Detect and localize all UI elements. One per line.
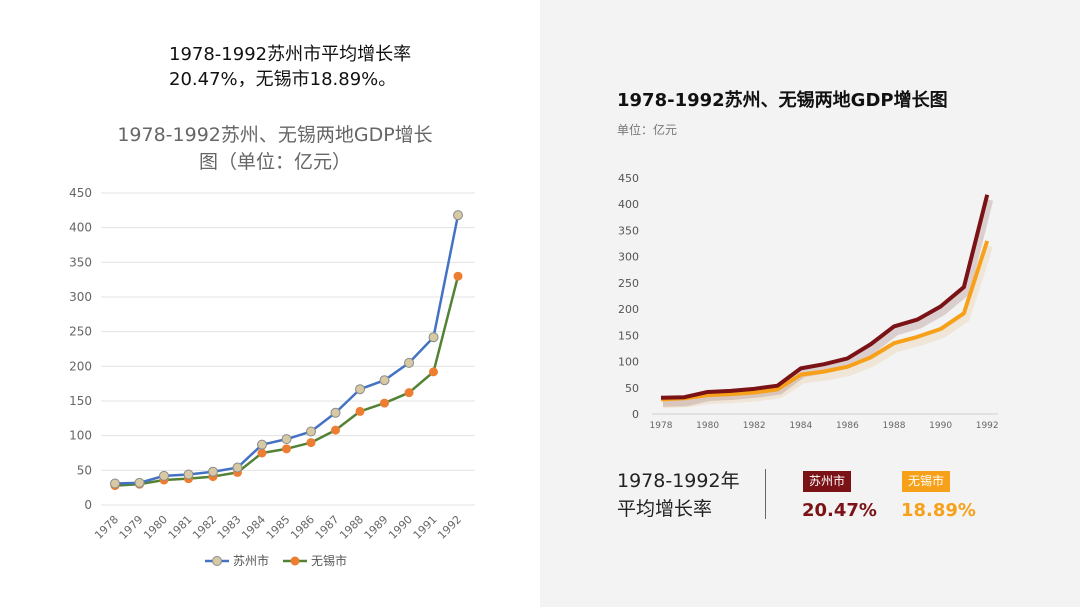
right-y-tick-label: 100: [618, 356, 639, 369]
left-suzhou-point: [159, 470, 169, 481]
summary-label: 1978-1992年 平均增长率: [617, 467, 740, 523]
right-y-tick-label: 200: [618, 303, 639, 316]
left-wuxi-point: [331, 425, 340, 435]
left-wuxi-point: [453, 271, 463, 281]
left-y-tick-label: 200: [69, 359, 92, 373]
left-legend-suzhou-marker: [212, 556, 222, 566]
left-y-tick-label: 300: [69, 290, 92, 304]
summary-label-line-2: 平均增长率: [617, 498, 713, 520]
left-legend-suzhou-label: 苏州市: [233, 553, 269, 568]
left-wuxi-point: [306, 438, 316, 448]
left-suzhou-point: [306, 426, 316, 437]
left-legend-wuxi-label: 无锡市: [311, 553, 347, 568]
right-y-tick-label: 350: [618, 224, 639, 237]
left-suzhou-point: [281, 434, 292, 445]
left-wuxi-point: [355, 406, 365, 416]
left-x-tick-label: 1990: [386, 513, 415, 542]
right-y-tick-label: 50: [625, 382, 639, 395]
left-x-tick-label: 1979: [117, 513, 146, 542]
left-x-tick-label: 1986: [288, 513, 317, 542]
left-wuxi-point: [282, 444, 291, 454]
left-legend-wuxi-marker: [290, 556, 300, 566]
growth-note: 1978-1992苏州市平均增长率 20.47%，无锡市18.89%。: [169, 42, 411, 92]
growth-note-line-1: 1978-1992苏州市平均增长率: [169, 44, 412, 65]
right-x-tick-label: 1978: [650, 421, 673, 431]
left-y-tick-label: 50: [77, 463, 92, 477]
left-x-tick-label: 1978: [92, 513, 121, 542]
right-chart-unit: 单位：亿元: [617, 123, 678, 137]
right-panel: 1978-1992苏州、无锡两地GDP增长图 单位：亿元 1978-1992年 …: [540, 0, 1080, 607]
left-chart-title: 1978-1992苏州、无锡两地GDP增长 图（单位：亿元）: [95, 122, 455, 176]
right-y-tick-label: 400: [618, 198, 639, 211]
right-wuxi-shadow: [662, 244, 994, 409]
left-wuxi-line: [114, 275, 460, 487]
left-y-tick-label: 0: [84, 498, 92, 512]
summary-label-line-1: 1978-1992年: [617, 470, 740, 492]
left-x-tick-label: 1992: [435, 513, 464, 542]
right-wuxi-line: [660, 240, 990, 402]
left-suzhou-point: [232, 462, 243, 473]
left-chart-title-line-2: 图（单位：亿元）: [198, 151, 351, 173]
left-suzhou-point: [330, 407, 341, 418]
left-x-tick-label: 1981: [166, 513, 195, 542]
left-y-tick-label: 400: [69, 221, 92, 235]
left-y-tick-label: 150: [69, 394, 92, 408]
right-chart-title: 1978-1992苏州、无锡两地GDP增长图: [617, 90, 948, 111]
right-x-tick-label: 1990: [929, 421, 952, 431]
left-suzhou-point: [208, 466, 218, 477]
right-x-tick-label: 1992: [976, 421, 999, 431]
left-y-tick-label: 250: [69, 325, 92, 339]
left-suzhou-point: [257, 439, 267, 450]
left-x-tick-label: 1983: [215, 513, 244, 542]
wuxi-rate: 18.89%: [901, 500, 976, 521]
left-x-tick-label: 1984: [239, 513, 268, 542]
left-y-tick-label: 350: [69, 255, 92, 269]
left-x-tick-label: 1982: [190, 513, 219, 542]
left-wuxi-point: [404, 388, 414, 398]
left-x-tick-label: 1989: [362, 513, 391, 542]
right-x-tick-label: 1986: [836, 421, 859, 431]
left-x-tick-label: 1980: [141, 513, 170, 542]
left-x-tick-label: 1987: [313, 513, 342, 542]
right-y-tick-label: 250: [618, 277, 639, 290]
right-y-tick-label: 150: [618, 329, 639, 342]
left-suzhou-point: [404, 357, 414, 368]
left-suzhou-point: [134, 477, 145, 488]
right-x-tick-label: 1988: [883, 421, 906, 431]
right-x-tick-label: 1982: [743, 421, 766, 431]
growth-note-line-2: 20.47%，无锡市18.89%。: [169, 69, 397, 90]
left-suzhou-point: [355, 384, 365, 395]
suzhou-rate: 20.47%: [802, 500, 877, 521]
left-x-tick-label: 1985: [264, 513, 293, 542]
left-wuxi-point: [429, 367, 438, 377]
left-x-tick-label: 1988: [337, 513, 366, 542]
left-y-tick-label: 100: [69, 429, 92, 443]
right-y-tick-label: 0: [632, 408, 639, 421]
left-suzhou-point: [379, 375, 390, 386]
right-x-tick-label: 1980: [696, 421, 719, 431]
right-x-tick-label: 1984: [789, 421, 812, 431]
left-suzhou-point: [428, 332, 439, 343]
left-suzhou-point: [453, 210, 463, 221]
left-wuxi-point: [257, 448, 267, 458]
left-suzhou-point: [183, 469, 194, 480]
suzhou-badge: 苏州市: [803, 471, 852, 492]
left-suzhou-point: [110, 478, 120, 489]
right-y-tick-label: 300: [618, 251, 639, 264]
left-chart-title-line-1: 1978-1992苏州、无锡两地GDP增长: [117, 124, 433, 146]
left-wuxi-point: [380, 398, 389, 408]
right-suzhou-line: [660, 194, 990, 400]
wuxi-badge: 无锡市: [902, 471, 951, 492]
summary-divider: [765, 469, 766, 519]
left-x-tick-label: 1991: [411, 513, 440, 542]
right-y-tick-label: 450: [618, 172, 639, 185]
left-y-tick-label: 450: [69, 186, 92, 200]
